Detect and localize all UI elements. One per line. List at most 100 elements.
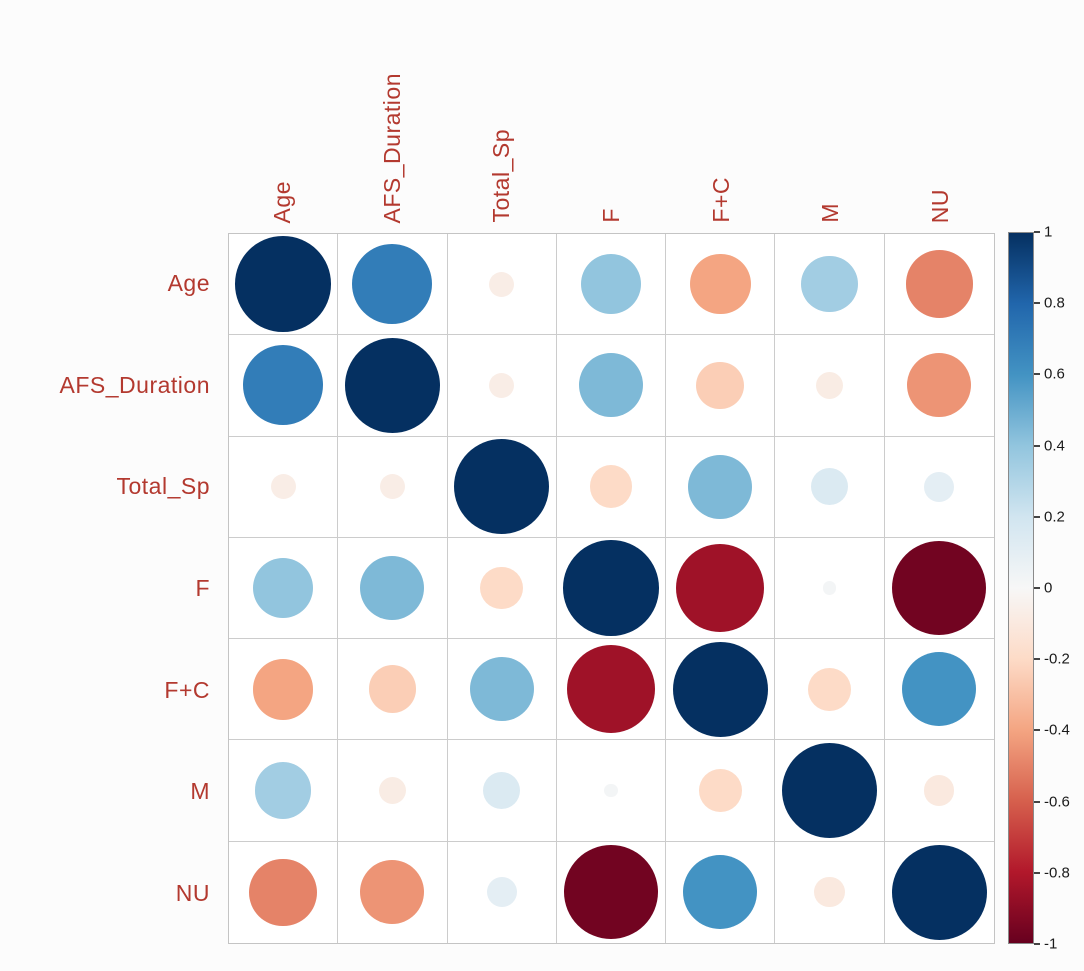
corr-circle	[604, 783, 618, 798]
column-label: M	[817, 203, 844, 223]
corr-circle	[489, 271, 515, 297]
corr-cell	[447, 234, 557, 336]
column-label: Total_Sp	[488, 129, 515, 223]
column-label-slot: Age	[228, 0, 338, 233]
corr-cell	[447, 740, 557, 842]
corr-circle	[566, 645, 656, 734]
colorbar-tick-mark	[1034, 871, 1040, 874]
corr-circle	[688, 454, 753, 519]
corr-circle	[453, 438, 550, 535]
colorbar-tick-label: -0.8	[1044, 864, 1070, 882]
colorbar-tick-mark	[1034, 587, 1040, 589]
correlation-grid	[228, 233, 995, 944]
corr-cell	[557, 841, 667, 943]
corr-circle	[378, 777, 406, 805]
column-label-slot: F	[557, 0, 667, 233]
corr-cell	[666, 639, 776, 741]
corr-circle	[924, 775, 955, 806]
corr-cell	[229, 436, 339, 538]
colorbar-tick-label: 1	[1044, 223, 1053, 241]
row-label-slot: Total_Sp	[0, 436, 222, 538]
row-label-slot: M	[0, 741, 222, 843]
column-labels: Age AFS_Duration Total_Sp F F+C M NU	[228, 0, 995, 233]
corr-circle	[683, 855, 758, 930]
corr-cell	[775, 537, 885, 640]
colorbar-tick-mark	[1034, 373, 1040, 376]
corr-cell	[229, 335, 339, 437]
corr-cell	[775, 639, 885, 741]
colorbar-tick-label: -0.6	[1044, 793, 1070, 811]
corr-cell	[556, 639, 667, 741]
corr-circle	[811, 468, 849, 506]
colorbar-tick-label: 0.6	[1044, 365, 1065, 383]
corr-cell	[229, 234, 339, 336]
corr-circle	[892, 540, 987, 636]
corr-cell	[666, 537, 776, 640]
colorbar-tick-label: 0.8	[1044, 294, 1065, 312]
column-label-slot: NU	[885, 0, 995, 233]
corr-circle	[676, 543, 765, 633]
corr-circle	[822, 581, 837, 595]
corr-cell	[447, 335, 557, 437]
corr-cell	[338, 841, 448, 943]
corr-circle	[480, 566, 524, 610]
colorbar-tick-label: -0.4	[1044, 721, 1070, 739]
corr-circle	[379, 474, 406, 500]
corr-circle	[360, 555, 425, 621]
corr-cell	[884, 740, 994, 842]
colorbar-tick-mark	[1034, 729, 1040, 732]
corr-cell	[338, 335, 448, 437]
corr-cell	[666, 436, 776, 538]
column-label: Age	[269, 180, 296, 223]
column-label-slot: M	[776, 0, 886, 233]
corr-cell	[885, 842, 994, 943]
corr-circle	[902, 652, 977, 727]
row-label-slot: AFS_Duration	[0, 335, 222, 437]
column-label: F+C	[707, 177, 734, 223]
corr-circle	[270, 474, 296, 500]
corr-circle	[486, 877, 517, 908]
colorbar: 1 0.8 0.6 0.4 0.2 0 -0.2 -0.4 -0.6 -0.8 -1	[1008, 224, 1070, 953]
corr-circle	[924, 471, 955, 502]
corr-cell	[556, 740, 667, 842]
corr-circle	[781, 742, 878, 839]
corr-circle	[690, 253, 751, 315]
corr-circle	[368, 665, 417, 714]
corr-circle	[489, 372, 515, 399]
colorbar-tick-mark	[1034, 444, 1040, 447]
row-label: F+C	[164, 676, 210, 703]
corr-circle	[469, 657, 534, 722]
corr-circle	[254, 762, 312, 819]
row-labels: Age AFS_Duration Total_Sp F F+C M NU	[0, 233, 222, 944]
colorbar-tick-label: -1	[1044, 935, 1058, 953]
corr-circle	[483, 772, 521, 810]
corr-cell	[775, 436, 885, 538]
corr-circle	[235, 236, 331, 332]
corr-circle	[696, 361, 745, 410]
corr-circle	[814, 877, 845, 908]
corr-circle	[580, 253, 642, 315]
colorbar-tick-label: -0.2	[1044, 650, 1070, 668]
column-label: AFS_Duration	[378, 72, 405, 223]
corr-circle	[905, 250, 974, 318]
row-label: AFS_Duration	[59, 371, 210, 398]
corr-cell	[666, 234, 776, 336]
colorbar-tick-label: 0.2	[1044, 508, 1065, 526]
corr-circle	[249, 858, 317, 927]
row-label-slot: NU	[0, 842, 222, 944]
corr-cell	[338, 537, 448, 640]
corr-cell	[666, 335, 776, 437]
colorbar-tick-label: 0	[1044, 579, 1053, 597]
corr-circle	[352, 244, 433, 325]
corr-circle	[344, 337, 441, 434]
column-label-slot: F+C	[666, 0, 776, 233]
column-label: NU	[926, 188, 953, 223]
corr-cell	[556, 537, 667, 640]
corr-cell	[775, 841, 885, 943]
corr-cell	[229, 639, 339, 741]
corr-cell	[338, 436, 448, 538]
corr-cell	[666, 841, 776, 943]
corr-cell	[447, 436, 557, 538]
colorbar-tick-mark	[1034, 800, 1040, 803]
